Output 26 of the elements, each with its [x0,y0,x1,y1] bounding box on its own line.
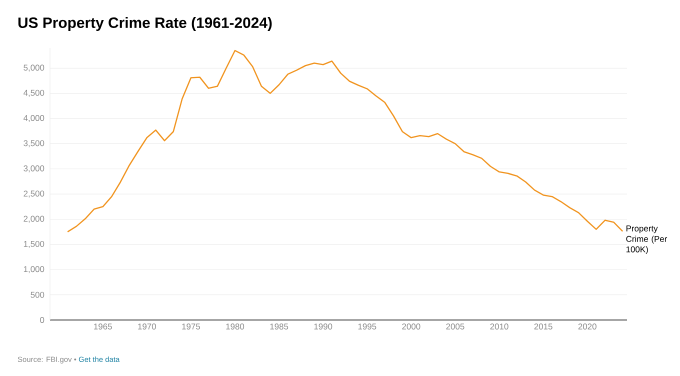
line-series [66,50,624,232]
y-tick-label: 3,500 [24,140,44,148]
x-tick-label: 1965 [94,324,112,330]
y-tick-label: 500 [30,292,44,298]
x-tick-label: 1990 [314,324,332,330]
x-tick-label: 1980 [226,324,244,330]
y-tick-label: 4,500 [23,90,44,97]
x-tick-label: 1985 [270,324,288,330]
y-tick-label: 1,500 [24,240,44,248]
y-tick-label: 2,000 [24,216,44,223]
x-tick-label: 2010 [490,324,508,330]
y-tick-label: 4,000 [23,115,44,122]
x-tick-label: 2005 [446,324,464,330]
x-tick-label: 2015 [534,324,552,330]
x-tick-label: 1995 [358,324,376,330]
chart-title: US Property Crime Rate (1961-2024) [18,17,272,31]
y-tick-label: 1,000 [24,266,44,274]
x-tick-label: 1975 [182,324,200,330]
y-tick-label: 2,500 [24,190,44,198]
y-tick-label: 5,000 [24,64,44,72]
y-tick-label: 3,000 [24,165,44,172]
x-tick-label: 2000 [402,324,420,330]
x-tick-label: 1970 [138,324,156,330]
x-tick-label: 2020 [578,324,596,330]
series-label: Property Crime (Per 100K) [626,226,668,254]
y-tick-label: 0 [40,317,44,323]
